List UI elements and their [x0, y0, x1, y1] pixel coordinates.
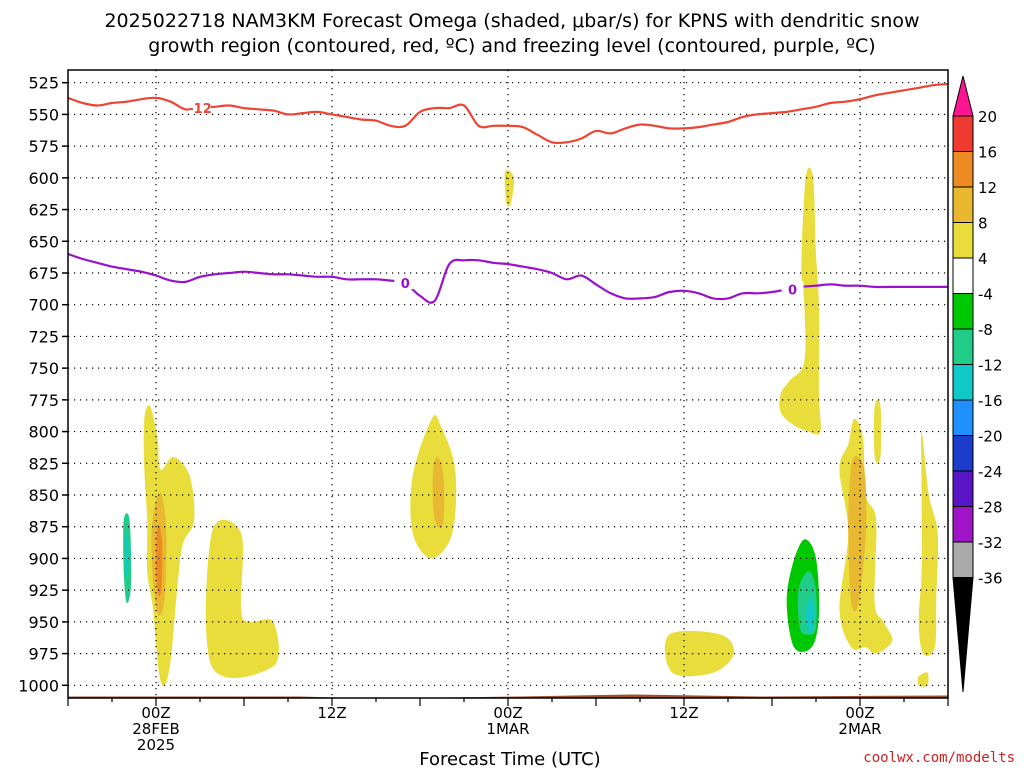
y-tick-label-700: 700 — [28, 296, 59, 315]
y-tick-label-675: 675 — [28, 264, 59, 283]
omega-region-13 — [664, 630, 735, 677]
omega-region-22 — [918, 431, 939, 656]
contour-line-0 — [68, 82, 948, 145]
contour-label-bg-0-0 — [189, 100, 211, 115]
x-axis-label: Forecast Time (UTC) — [419, 749, 600, 768]
y-tick-label-900: 900 — [28, 549, 59, 568]
contour-label-bg-1-1 — [781, 281, 804, 296]
x-tick-label-18-0: 12Z — [317, 704, 346, 722]
x-tick-label-6-1: 28FEB — [132, 720, 179, 738]
colorbar-label-11: -28 — [978, 499, 1003, 517]
colorbar-label-12: -32 — [978, 534, 1003, 552]
omega-region-2 — [155, 525, 163, 597]
colorbar-top-arrow — [952, 75, 974, 117]
colorbar-bottom-arrow — [952, 577, 974, 693]
colorbar: 20 16 12 8 4 -4 -8 -12 -16 -20 -24 -28 -32 -36 — [952, 75, 1003, 693]
y-tick-label-525: 525 — [28, 74, 59, 93]
y-tick-label-975: 975 — [28, 645, 59, 664]
omega-region-14 — [779, 167, 821, 435]
colorbar-label-4: 4 — [978, 250, 988, 268]
colorbar-label-1: 16 — [978, 144, 997, 162]
colorbar-label-3: 8 — [978, 215, 988, 233]
contour-label-bg-1-0 — [394, 275, 417, 290]
y-axis: 525 550 575 600 625 650 675 700 725 750 775 800 825 8… — [18, 74, 68, 695]
colorbar-segment-11 — [952, 470, 974, 507]
x-tick-label-54-0: 00Z — [845, 704, 874, 722]
colorbar-label-10: -24 — [978, 463, 1003, 481]
colorbar-segment-2 — [952, 151, 974, 188]
y-tick-label-825: 825 — [28, 454, 59, 473]
y-tick-label-625: 625 — [28, 201, 59, 220]
y-tick-label-1000: 1000 — [18, 676, 59, 695]
colorbar-segment-1 — [952, 115, 974, 152]
y-tick-label-925: 925 — [28, 581, 59, 600]
omega-region-24 — [917, 672, 929, 687]
omega-region-23 — [873, 399, 882, 464]
colorbar-label-13: -36 — [978, 570, 1003, 588]
colorbar-label-2: 12 — [978, 179, 997, 197]
y-tick-label-750: 750 — [28, 359, 59, 378]
contour-layer: -12 0 0 — [68, 82, 948, 304]
colorbar-label-6: -8 — [978, 321, 993, 339]
colorbar-segment-10 — [952, 435, 974, 472]
colorbar-label-7: -12 — [978, 357, 1003, 375]
chart-title-line1: 2025022718 NAM3KM Forecast Omega (shaded… — [104, 10, 919, 32]
x-tick-label-6-0: 00Z — [141, 704, 170, 722]
omega-region-20 — [848, 456, 867, 612]
omega-shading-layer — [82, 167, 939, 687]
colorbar-segment-4 — [952, 222, 974, 259]
colorbar-segment-5 — [952, 257, 974, 294]
omega-region-5 — [124, 535, 129, 576]
colorbar-segment-3 — [952, 186, 974, 223]
colorbar-segment-6 — [952, 293, 974, 330]
omega-region-11 — [432, 456, 445, 528]
chart-title-line2: growth region (contoured, red, ºC) and f… — [148, 35, 875, 57]
colorbar-segment-12 — [952, 506, 974, 543]
colorbar-segment-9 — [952, 399, 974, 436]
omega-region-0 — [143, 405, 195, 687]
y-tick-label-600: 600 — [28, 169, 59, 188]
colorbar-label-5: -4 — [978, 286, 993, 304]
x-tick-label-30-1: 1MAR — [486, 720, 529, 738]
colorbar-segment-8 — [952, 364, 974, 401]
x-tick-label-54-1: 2MAR — [838, 720, 881, 738]
colorbar-label-0: 20 — [978, 108, 997, 126]
omega-region-21 — [900, 431, 915, 596]
y-tick-label-850: 850 — [28, 486, 59, 505]
y-tick-label-650: 650 — [28, 232, 59, 251]
contour-label-0-0: -12 — [188, 102, 212, 117]
y-tick-label-800: 800 — [28, 423, 59, 442]
omega-region-6 — [82, 589, 110, 668]
omega-region-7 — [205, 519, 279, 679]
y-tick-label-550: 550 — [28, 105, 59, 124]
y-tick-label-950: 950 — [28, 613, 59, 632]
colorbar-segment-13 — [952, 541, 974, 578]
omega-region-12 — [421, 594, 437, 674]
y-tick-label-725: 725 — [28, 327, 59, 346]
credit-text: coolwx.com/modelts — [863, 750, 1015, 766]
y-tick-label-575: 575 — [28, 137, 59, 156]
colorbar-segment-7 — [952, 328, 974, 365]
y-tick-label-875: 875 — [28, 518, 59, 537]
colorbar-label-9: -20 — [978, 428, 1003, 446]
y-tick-label-775: 775 — [28, 391, 59, 410]
x-tick-label-30-0: 00Z — [493, 704, 522, 722]
contour-label-1-1: 0 — [788, 283, 797, 298]
x-tick-label-42-0: 12Z — [669, 704, 698, 722]
omega-region-9 — [504, 169, 515, 207]
contour-label-1-0: 0 — [401, 277, 410, 292]
colorbar-label-8: -16 — [978, 392, 1003, 410]
omega-region-18 — [805, 596, 815, 633]
x-tick-label-6-2: 2025 — [137, 736, 175, 754]
